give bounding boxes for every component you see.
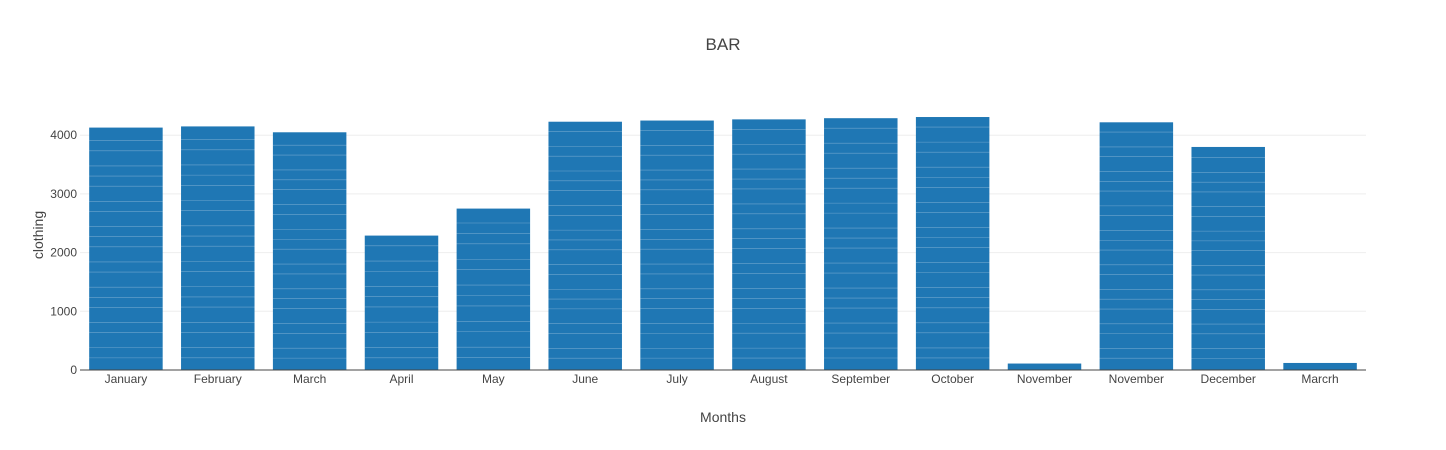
bar-rect (1283, 362, 1357, 370)
bars (89, 117, 1357, 371)
bar-rect (1191, 146, 1265, 370)
y-tick-labels: 0 1000 2000 3000 4000 (50, 128, 77, 377)
x-tick-label: September (831, 372, 890, 386)
x-tick-label: Marcrh (1301, 372, 1338, 386)
x-tick-label: November (1017, 372, 1072, 386)
bar-rect (640, 120, 714, 370)
bar[interactable] (732, 119, 806, 370)
bar-rect (89, 127, 163, 370)
bar-rect (824, 118, 898, 371)
x-axis-title: Months (700, 409, 746, 425)
bar-rect (915, 117, 990, 371)
y-axis-title: clothing (30, 211, 46, 259)
bar[interactable] (1099, 122, 1174, 370)
bar[interactable] (364, 235, 439, 370)
bar[interactable] (272, 132, 347, 370)
bar-rect (364, 235, 439, 370)
x-tick-labels: January February March April May June July Augu… (105, 372, 1339, 386)
x-tick-label: January (105, 372, 148, 386)
y-tick-label: 4000 (50, 128, 77, 142)
bar[interactable] (1191, 146, 1265, 370)
bar[interactable] (1007, 363, 1082, 370)
x-tick-label: May (482, 372, 505, 386)
y-tick-label: 1000 (50, 304, 77, 318)
bar-rect (548, 121, 622, 370)
y-tick-label: 0 (70, 363, 77, 377)
x-tick-label: February (194, 372, 242, 386)
bar-rect (456, 208, 531, 370)
x-tick-label: August (750, 372, 788, 386)
bar[interactable] (824, 118, 898, 371)
bar-rect (181, 126, 255, 370)
bar[interactable] (1283, 362, 1357, 370)
x-tick-label: October (931, 372, 974, 386)
bar[interactable] (915, 117, 990, 371)
bar[interactable] (548, 121, 622, 370)
x-tick-label: November (1109, 372, 1164, 386)
chart-title: BAR (706, 35, 741, 54)
bar[interactable] (456, 208, 531, 370)
x-tick-label: December (1201, 372, 1256, 386)
x-tick-label: March (293, 372, 326, 386)
bar-rect (1007, 363, 1082, 370)
bar-rect (272, 132, 347, 370)
bar[interactable] (89, 127, 163, 370)
bar[interactable] (640, 120, 714, 370)
y-tick-label: 2000 (50, 246, 77, 260)
x-tick-label: July (666, 372, 687, 386)
y-tick-label: 3000 (50, 187, 77, 201)
bar-rect (732, 119, 806, 370)
x-tick-label: June (572, 372, 598, 386)
x-tick-label: April (389, 372, 413, 386)
bar-rect (1099, 122, 1174, 370)
bar[interactable] (181, 126, 255, 370)
